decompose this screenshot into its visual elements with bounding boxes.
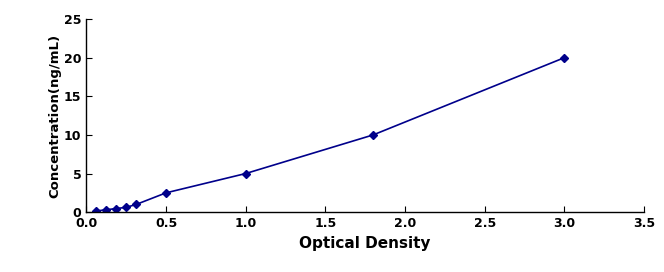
X-axis label: Optical Density: Optical Density [299, 236, 431, 251]
Y-axis label: Concentration(ng/mL): Concentration(ng/mL) [48, 33, 61, 198]
